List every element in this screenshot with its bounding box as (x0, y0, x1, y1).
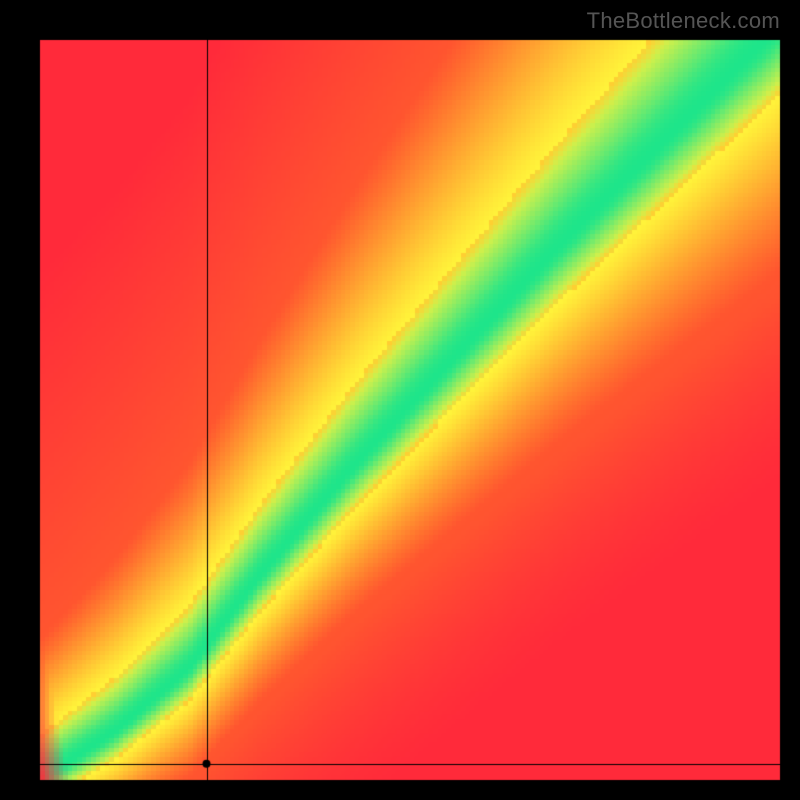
heatmap-canvas (0, 0, 800, 800)
chart-container: TheBottleneck.com (0, 0, 800, 800)
watermark-text: TheBottleneck.com (587, 8, 780, 34)
